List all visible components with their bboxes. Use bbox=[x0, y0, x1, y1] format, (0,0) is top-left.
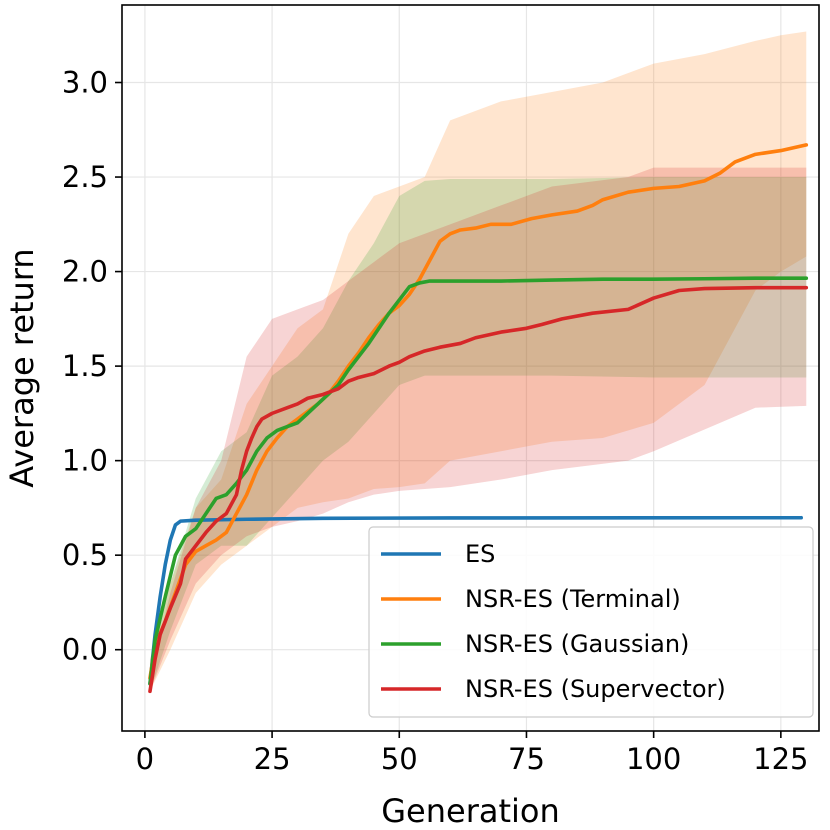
y-tick-label: 1.0 bbox=[62, 444, 108, 478]
axis-ticks: 0 25 50 75 100 125 0.0 0.5 1.0 1.5 2.0 2.5 3.0 bbox=[62, 66, 809, 776]
line-es bbox=[148, 515, 803, 686]
x-tick-label: 50 bbox=[381, 742, 418, 776]
y-tick-label: 2.5 bbox=[62, 160, 108, 194]
y-tick-label: 0.0 bbox=[62, 633, 108, 667]
x-tick-label: 125 bbox=[753, 742, 808, 776]
band-nsr-es-supervector bbox=[149, 167, 807, 692]
series-lines bbox=[148, 143, 809, 694]
x-tick-label: 75 bbox=[508, 742, 545, 776]
legend-box bbox=[368, 526, 814, 718]
x-tick-label: 100 bbox=[626, 742, 681, 776]
x-axis-label: Generation bbox=[381, 792, 560, 830]
legend: ES NSR-ES (Terminal) NSR-ES (Gaussian) NSR-… bbox=[368, 526, 814, 718]
legend-label: NSR-ES (Terminal) bbox=[465, 585, 681, 613]
grid bbox=[122, 5, 819, 731]
y-tick-label: 3.0 bbox=[62, 66, 108, 100]
y-tick-label: 0.5 bbox=[62, 538, 108, 572]
legend-label: NSR-ES (Supervector) bbox=[465, 675, 726, 703]
x-tick-label: 25 bbox=[254, 742, 291, 776]
plot-frame bbox=[121, 4, 820, 732]
confidence-bands bbox=[149, 31, 807, 692]
legend-label: NSR-ES (Gaussian) bbox=[465, 630, 689, 658]
band-nsr-es-terminal bbox=[149, 31, 807, 692]
x-tick-label: 0 bbox=[136, 742, 154, 776]
y-axis-label: Average return bbox=[3, 248, 41, 487]
y-tick-label: 2.0 bbox=[62, 255, 108, 289]
band-nsr-es-gaussian bbox=[149, 177, 807, 692]
legend-label: ES bbox=[465, 540, 495, 568]
y-tick-label: 1.5 bbox=[62, 349, 108, 383]
line-nsr-es-supervector bbox=[148, 285, 809, 694]
